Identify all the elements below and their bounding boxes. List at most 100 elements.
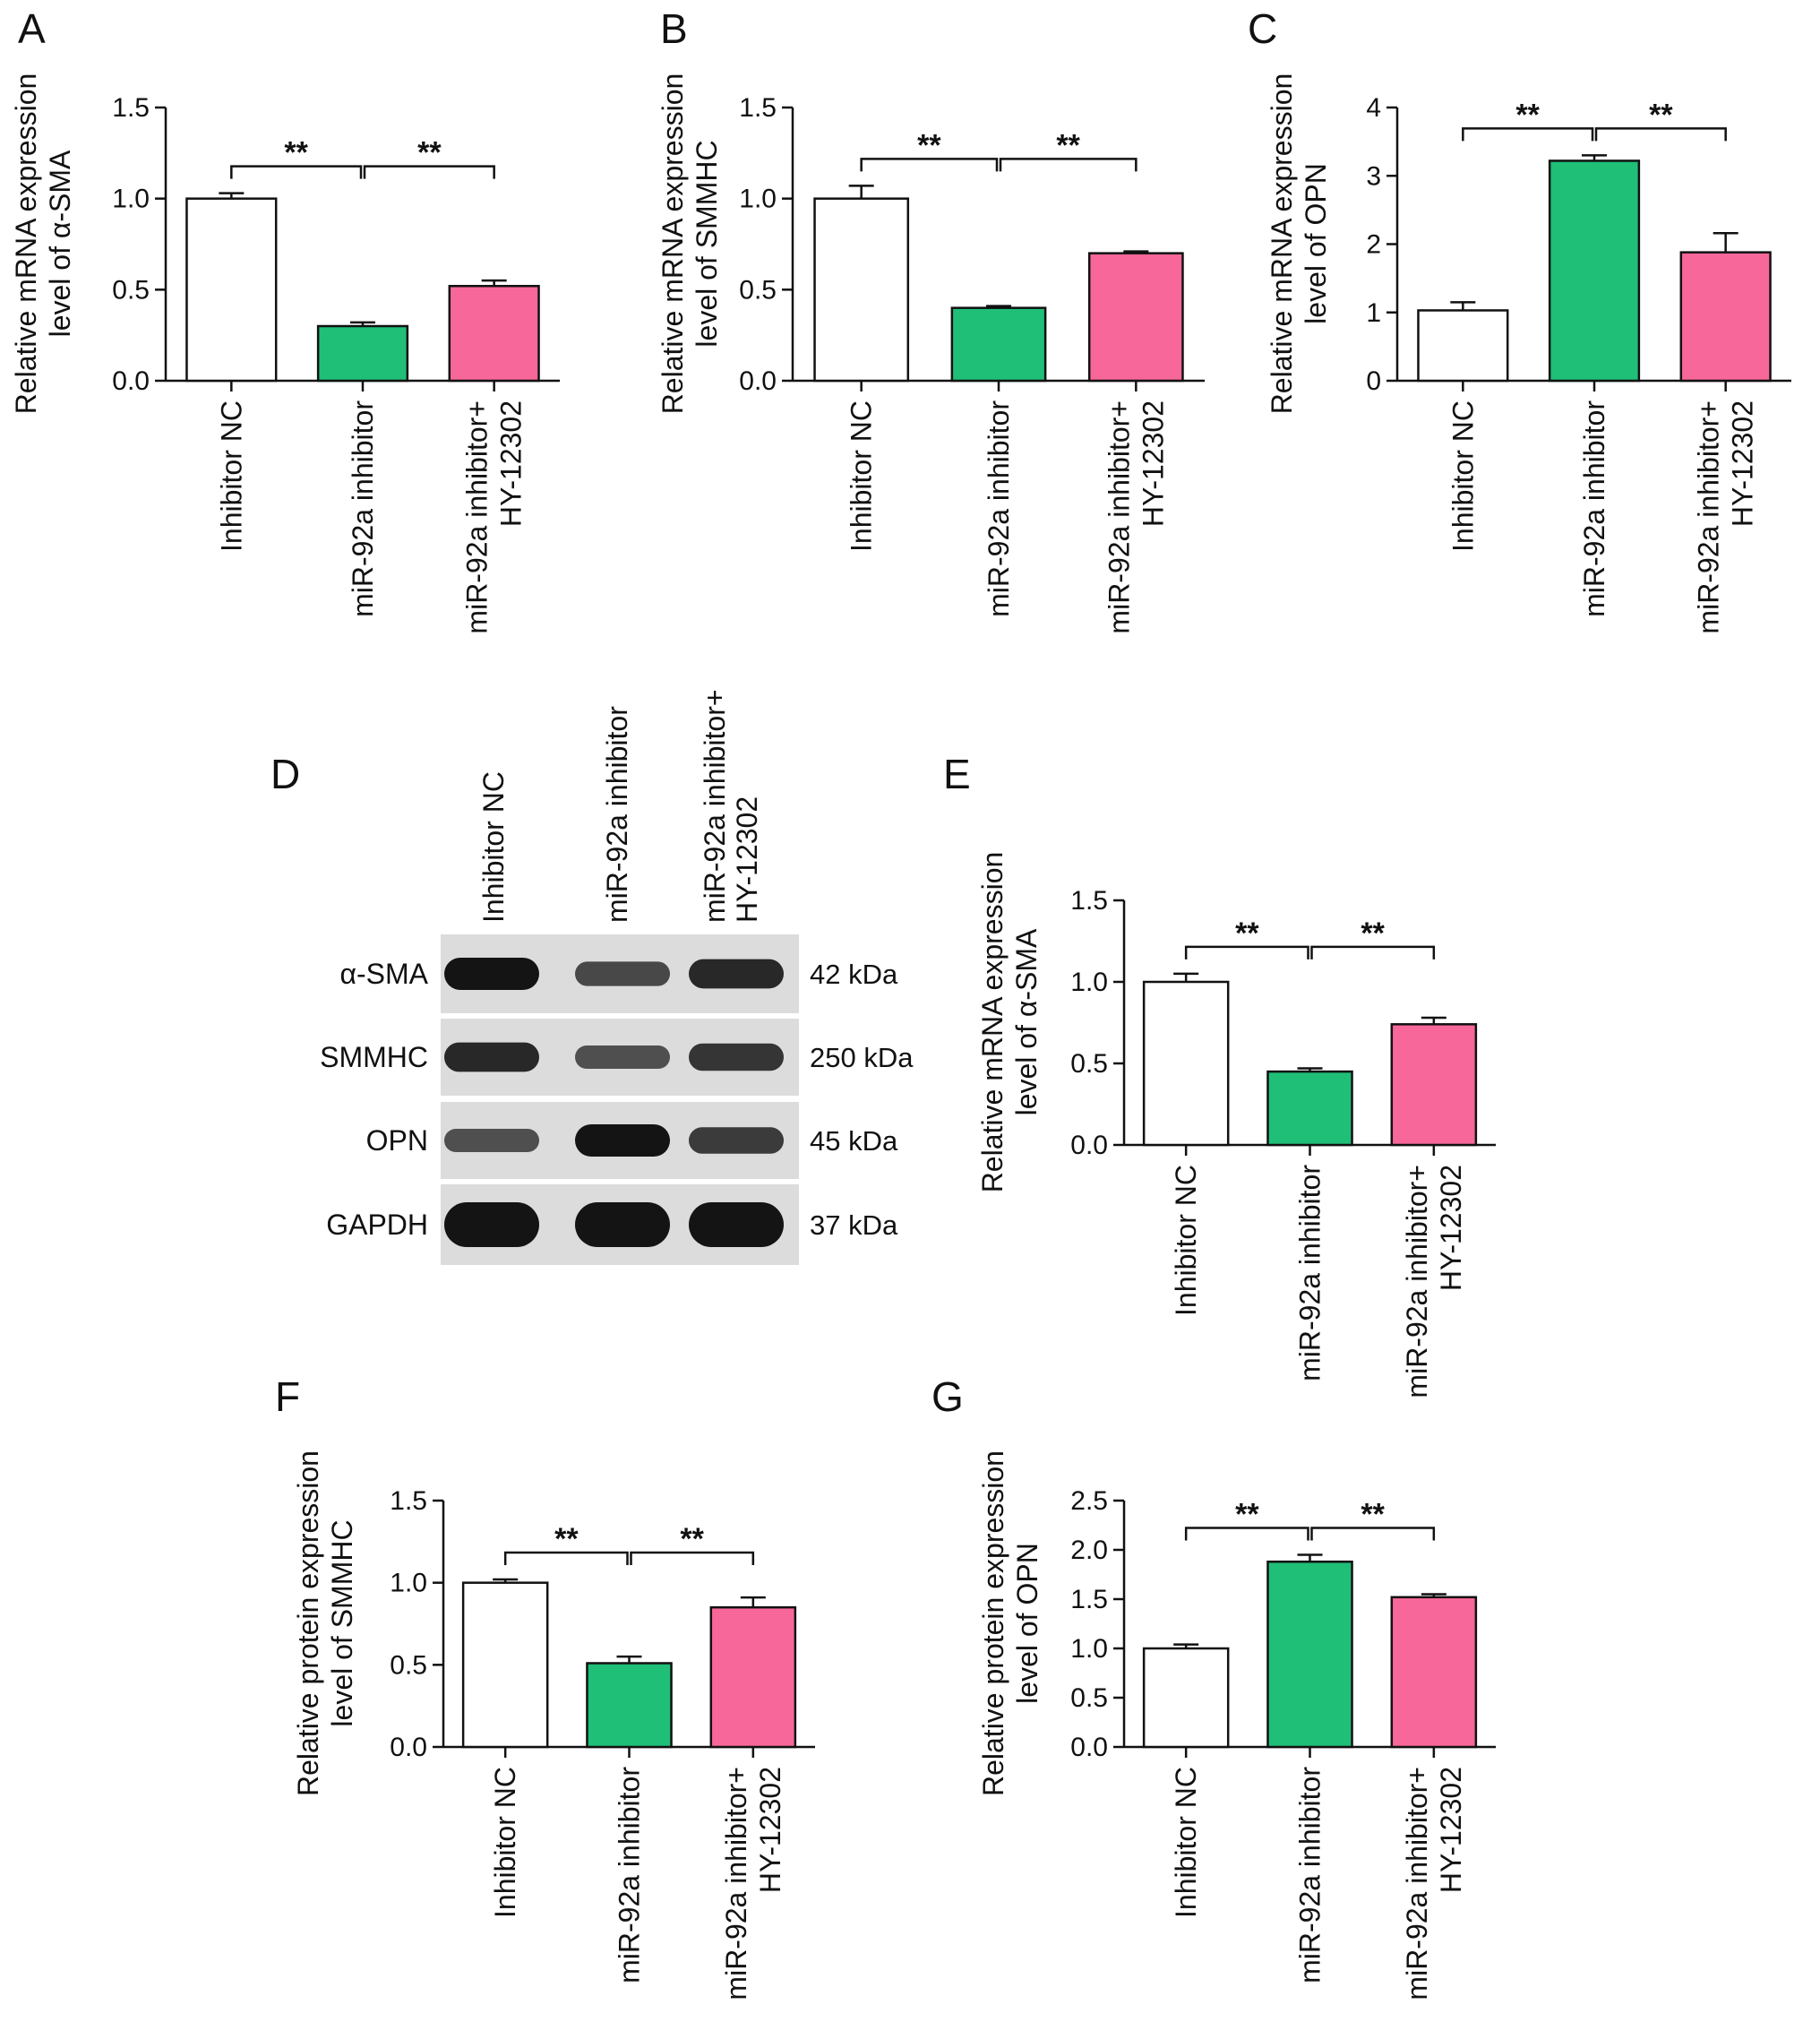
significance-label: ** (1649, 98, 1673, 132)
bar (709, 1605, 797, 1749)
y-tick-label: 0.5 (390, 1650, 427, 1680)
y-axis-label: Relative mRNA expression (976, 852, 1009, 1193)
y-axis-label: Relative protein expression (977, 1450, 1009, 1796)
y-tick-label: 1.0 (390, 1569, 427, 1598)
significance-bracket (1310, 1527, 1436, 1541)
significance-bracket (1184, 1527, 1309, 1541)
protein-band (575, 961, 670, 986)
y-tick-label: 1.5 (1070, 886, 1108, 916)
significance-bracket (1310, 945, 1436, 959)
protein-label: α-SMA (340, 958, 429, 990)
y-tick-label: 1.0 (1070, 968, 1108, 997)
y-axis-label: level of SMMHC (691, 140, 723, 347)
y-axis-label: level of SMMHC (326, 1519, 358, 1726)
y-tick-label: 0.5 (1070, 1049, 1108, 1079)
bar (461, 1581, 549, 1749)
protein-band (575, 1045, 670, 1070)
bar (586, 1662, 673, 1749)
significance-label: ** (417, 136, 442, 170)
y-tick-label: 0.0 (390, 1733, 427, 1762)
category-label: miR-92a inhibitor (614, 1767, 646, 1983)
y-tick-label: 0.0 (739, 366, 777, 396)
significance-label: ** (1235, 916, 1259, 951)
y-tick-label: 0.5 (112, 275, 150, 305)
y-tick-label: 1.0 (739, 185, 777, 214)
protein-label: GAPDH (326, 1209, 428, 1241)
significance-label: ** (284, 136, 308, 170)
molecular-weight-label: 45 kDa (810, 1125, 898, 1157)
protein-band (689, 1202, 784, 1247)
y-axis-label: Relative mRNA expression (657, 73, 689, 415)
bar (1142, 980, 1230, 1147)
y-axis-label: Relative mRNA expression (10, 73, 42, 415)
molecular-weight-label: 250 kDa (810, 1042, 914, 1073)
category-label: HY-12302 (495, 400, 528, 527)
chart-g: G Relative protein expression level of OPN… (931, 1373, 1496, 2000)
category-label: Inhibitor NC (1170, 1165, 1202, 1316)
protein-label: OPN (366, 1124, 428, 1157)
bar (1266, 1560, 1353, 1749)
bar (448, 285, 540, 383)
bar (1142, 1647, 1230, 1749)
bar (1087, 252, 1184, 383)
significance-bracket (1184, 945, 1309, 959)
panel-letter: D (270, 751, 300, 797)
panel-letter: F (275, 1373, 300, 1420)
protein-band (444, 1128, 539, 1153)
category-label: Inhibitor NC (489, 1767, 521, 1918)
significance-label: ** (1361, 916, 1385, 951)
panel-letter: E (943, 751, 971, 797)
y-tick-label: 1 (1366, 298, 1381, 328)
protein-label: SMMHC (320, 1041, 428, 1073)
category-label: HY-12302 (1435, 1767, 1467, 1893)
protein-band (444, 958, 539, 990)
category-label: miR-92a inhibitor+ (720, 1767, 752, 2000)
y-tick-label: 0.0 (1070, 1733, 1108, 1762)
y-tick-label: 1.5 (112, 93, 150, 123)
significance-bracket (999, 158, 1138, 172)
chart-b: B Relative mRNA expression level of SMMHC 0… (657, 5, 1205, 634)
molecular-weight-label: 42 kDa (810, 959, 898, 990)
y-tick-label: 4 (1366, 93, 1381, 123)
category-label: HY-12302 (1727, 400, 1759, 527)
protein-band (689, 959, 784, 989)
panel-letter: C (1248, 5, 1277, 52)
protein-band (689, 1043, 784, 1071)
y-tick-label: 2.5 (1070, 1486, 1108, 1516)
y-tick-label: 0.0 (112, 366, 150, 396)
category-label: Inhibitor NC (846, 400, 878, 552)
y-tick-label: 1.0 (112, 185, 150, 214)
category-label: miR-92a inhibitor+ (1401, 1165, 1433, 1398)
significance-label: ** (1235, 1498, 1259, 1532)
bar (1679, 251, 1772, 383)
protein-band (689, 1127, 784, 1154)
y-axis-label: level of α-SMA (1010, 928, 1043, 1115)
y-tick-label: 0.5 (739, 275, 777, 305)
category-label: miR-92a inhibitor (1294, 1767, 1326, 1983)
panel-letter: A (18, 5, 46, 52)
chart-c: C Relative mRNA expression level of OPN 0 1 2… (1248, 5, 1791, 634)
y-tick-label: 0.0 (1070, 1131, 1108, 1160)
category-label: miR-92a inhibitor (1294, 1165, 1326, 1381)
category-label: HY-12302 (1137, 400, 1169, 527)
molecular-weight-label: 37 kDa (810, 1209, 898, 1241)
chart-a: A Relative mRNA expression level of α-SMA 0… (10, 5, 560, 634)
significance-label: ** (554, 1522, 579, 1556)
significance-bracket (860, 158, 999, 172)
lane-label: miR-92a inhibitor+ (699, 689, 731, 923)
western-blot: D Inhibitor NC miR-92a inhibitor miR-92a in… (270, 689, 914, 1265)
protein-band (575, 1124, 670, 1157)
chart-f: F Relative protein expression level of SMM… (275, 1373, 815, 2000)
significance-bracket (230, 165, 363, 179)
significance-label: ** (1361, 1498, 1385, 1532)
significance-label: ** (917, 128, 941, 162)
bar (1548, 159, 1641, 383)
y-axis-label: level of OPN (1011, 1543, 1043, 1704)
protein-band (575, 1202, 670, 1247)
significance-bracket (1462, 127, 1594, 142)
category-label: miR-92a inhibitor (1578, 400, 1610, 617)
protein-band (444, 1042, 539, 1072)
chart-e: E Relative mRNA expression level of α-SMA 0… (943, 751, 1496, 1398)
lane-label: Inhibitor NC (477, 771, 510, 923)
